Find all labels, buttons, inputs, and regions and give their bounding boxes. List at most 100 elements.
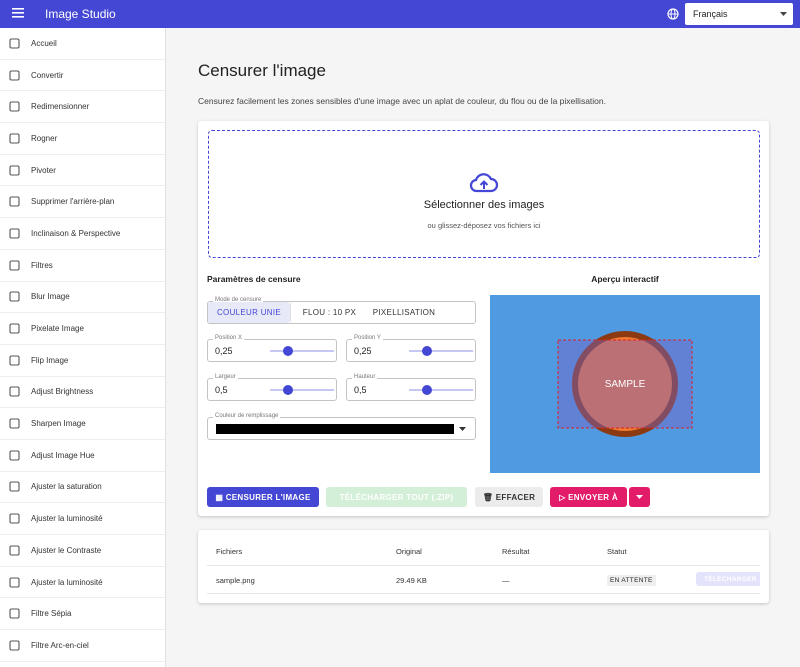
nav-label: Redimensionner (31, 102, 90, 112)
clear-button[interactable]: 🗑 EFFACER (475, 487, 543, 507)
send-button[interactable]: ▷ ENVOYER À (550, 487, 627, 507)
color-swatch (216, 424, 454, 434)
mode-option[interactable]: COULEUR UNIE (208, 302, 290, 323)
clear-label: EFFACER (495, 492, 536, 502)
download-button[interactable]: TÉLÉCHARGER (696, 572, 760, 586)
nav-item[interactable]: Pixelate Image (0, 313, 165, 345)
nav-label: Ajuster le Contraste (31, 545, 102, 555)
slider-track[interactable] (270, 350, 334, 352)
nav-item[interactable]: Ajuster la luminosité (0, 503, 165, 535)
slider-track[interactable] (270, 389, 334, 391)
dropzone[interactable]: Sélectionner des images ou glissez-dépos… (208, 130, 760, 258)
slider-thumb[interactable] (422, 346, 432, 356)
nav-icon (9, 196, 20, 207)
nav-icon (9, 481, 20, 493)
number-field[interactable]: Position X 0,25 (207, 335, 337, 362)
nav-icon (9, 450, 20, 461)
dropdown-arrow (636, 495, 643, 499)
slider-track[interactable] (409, 350, 473, 352)
nav-icon (9, 101, 20, 112)
nav-item[interactable]: Ajuster la luminosité (0, 567, 165, 599)
nav-label: Ajuster la luminosité (31, 514, 103, 524)
mode-group: Mode de censure COULEUR UNIE FLOU : 10 P… (207, 297, 476, 324)
nav-label: Inclinaison & Perspective (31, 228, 121, 238)
send-label: ENVOYER À (568, 492, 618, 502)
nav-icon (9, 418, 20, 429)
settings-title: Paramètres de censure (207, 274, 301, 284)
nav-icon (9, 38, 20, 49)
nav-label: Adjust Brightness (31, 387, 94, 397)
nav-icon (9, 545, 20, 556)
language-select[interactable]: Français (685, 3, 793, 25)
number-field[interactable]: Position Y 0,25 (346, 335, 476, 362)
mode-option[interactable]: PIXELLISATION (372, 308, 436, 317)
nav-item[interactable]: Blur Image (0, 282, 165, 314)
nav-item[interactable]: Redimensionner (0, 91, 165, 124)
number-field[interactable]: Hauteur 0,5 (346, 374, 476, 401)
sample-text: SAMPLE (605, 379, 646, 390)
field-label: Hauteur (352, 374, 378, 380)
nav-item[interactable]: Rogner (0, 123, 165, 155)
field-label: Position Y (352, 335, 383, 341)
nav-item[interactable]: Convertir (0, 60, 165, 92)
nav-item[interactable]: Sharpen Image (0, 408, 165, 440)
nav-item[interactable]: Adjust Brightness (0, 377, 165, 409)
slider-thumb[interactable] (422, 385, 432, 395)
nav-icon (9, 260, 20, 271)
table-header: Résultat (502, 547, 530, 556)
nav-item[interactable]: Ajuster le Contraste (0, 535, 165, 567)
color-field[interactable]: Couleur de remplissage (207, 413, 476, 440)
nav-icon (9, 69, 20, 81)
nav-item[interactable]: Filtre Arc-en-ciel (0, 630, 165, 662)
nav-icon (9, 133, 20, 144)
download-all-button[interactable]: TÉLÉCHARGER TOUT (.ZIP) (326, 487, 467, 507)
table-divider (207, 565, 760, 566)
nav-item[interactable]: Filtre Sépia (0, 598, 165, 631)
nav-item[interactable]: Accueil (0, 28, 165, 60)
send-menu-button[interactable] (629, 487, 650, 507)
nav-item[interactable]: Pivoter (0, 155, 165, 187)
table-header: Original (396, 547, 422, 556)
field-value: 0,25 (354, 346, 372, 356)
nav-label: Flip Image (31, 355, 69, 365)
nav-item[interactable]: Inclinaison & Perspective (0, 218, 165, 250)
table-header: Statut (607, 547, 627, 556)
nav-icon (9, 576, 20, 588)
nav-label: Rogner (31, 133, 58, 143)
field-label: Position X (213, 335, 245, 341)
nav-icon (9, 355, 20, 366)
language-value: Français (693, 9, 728, 19)
nav-label: Filtre Arc-en-ciel (31, 640, 89, 650)
slider-thumb[interactable] (283, 385, 293, 395)
number-field[interactable]: Largeur 0,5 (207, 374, 337, 401)
field-value: 0,25 (215, 346, 233, 356)
nav-label: Filtres (31, 260, 53, 270)
nav-icon (9, 323, 20, 334)
dropzone-title: Sélectionner des images (423, 199, 545, 211)
page-description: Censurez facilement les zones sensibles … (198, 96, 606, 106)
globe-icon (667, 8, 679, 20)
censor-card: Sélectionner des images ou glissez-dépos… (198, 121, 769, 516)
field-value: 0,5 (215, 385, 228, 395)
table-cell: 29.49 KB (396, 576, 427, 585)
app-title: Image Studio (45, 7, 116, 21)
mode-option[interactable]: FLOU : 10 PX (290, 302, 368, 323)
color-label: Couleur de remplissage (213, 413, 281, 419)
nav-label: Sharpen Image (31, 419, 86, 429)
nav-item[interactable]: Adjust Image Hue (0, 440, 165, 472)
nav-item[interactable]: Flip Image (0, 345, 165, 377)
mode-legend: Mode de censure (213, 297, 264, 303)
nav-item[interactable]: Ajuster la saturation (0, 472, 165, 504)
app-bar: Image Studio Français (0, 0, 800, 28)
nav-label: Supprimer l'arrière-plan (31, 197, 115, 207)
files-card: Fichiers Original Résultat Statut sample.png… (198, 530, 769, 603)
slider-thumb[interactable] (283, 346, 293, 356)
nav-item[interactable]: Supprimer l'arrière-plan (0, 186, 165, 219)
slider-track[interactable] (409, 389, 473, 391)
preview: SAMPLE (490, 295, 760, 473)
censor-button[interactable]: ▦ CENSURER L'IMAGE (207, 487, 319, 507)
menu-icon[interactable] (12, 8, 24, 18)
nav-item[interactable]: Filtres (0, 250, 165, 282)
files-table: Fichiers Original Résultat Statut sample.png… (207, 530, 760, 603)
nav-label: Blur Image (31, 292, 70, 302)
